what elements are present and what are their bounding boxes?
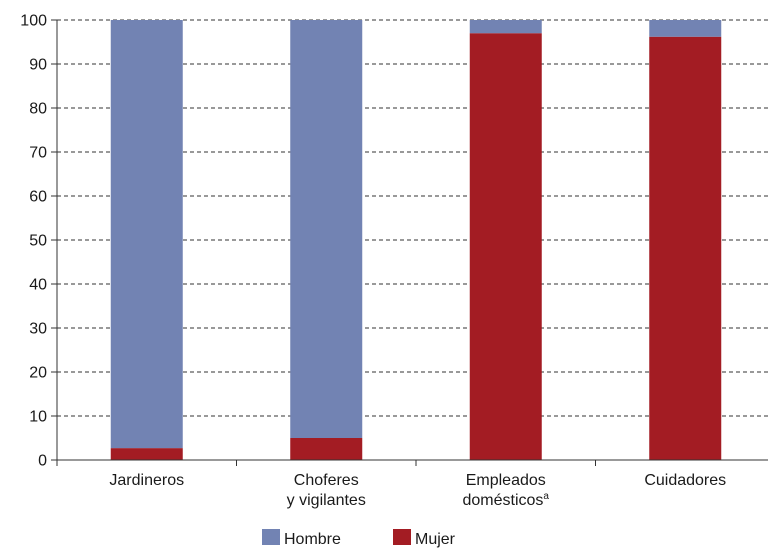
legend-swatch-hombre [262, 529, 280, 545]
y-tick-label: 20 [29, 365, 47, 382]
legend-swatch-mujer [393, 529, 411, 545]
y-tick-label: 0 [38, 453, 47, 470]
legend-label-hombre: Hombre [284, 531, 341, 548]
category-label: Jardineros [109, 472, 184, 489]
bar-hombre-1 [290, 20, 363, 438]
y-tick-label: 80 [29, 101, 47, 118]
bar-mujer-3 [649, 36, 722, 460]
y-tick-label: 100 [20, 13, 47, 30]
y-tick-label: 10 [29, 409, 47, 426]
y-tick-label: 50 [29, 233, 47, 250]
category-label: Cuidadores [644, 472, 726, 489]
legend-label-mujer: Mujer [415, 531, 456, 548]
bar-hombre-3 [649, 20, 722, 37]
category-label: Empleados domésticosa [463, 472, 550, 509]
bars [110, 20, 722, 460]
legend: Hombre Mujer [262, 529, 456, 548]
y-tick-label: 40 [29, 277, 47, 294]
y-tick-label: 90 [29, 57, 47, 74]
category-label: Choferes y vigilantes [287, 472, 366, 509]
category-labels: Jardineros Choferes y vigilantes Empleados d… [109, 472, 726, 509]
y-tick-label: 60 [29, 189, 47, 206]
y-tick-label: 30 [29, 321, 47, 338]
bar-mujer-0 [110, 448, 183, 460]
bar-hombre-2 [469, 20, 542, 34]
y-tick-labels: 0 10 20 30 40 50 60 70 80 90 100 [20, 13, 47, 470]
bar-hombre-0 [110, 20, 183, 449]
bar-mujer-2 [469, 33, 542, 460]
y-tick-label: 70 [29, 145, 47, 162]
bar-mujer-1 [290, 438, 363, 460]
axes [51, 19, 768, 466]
